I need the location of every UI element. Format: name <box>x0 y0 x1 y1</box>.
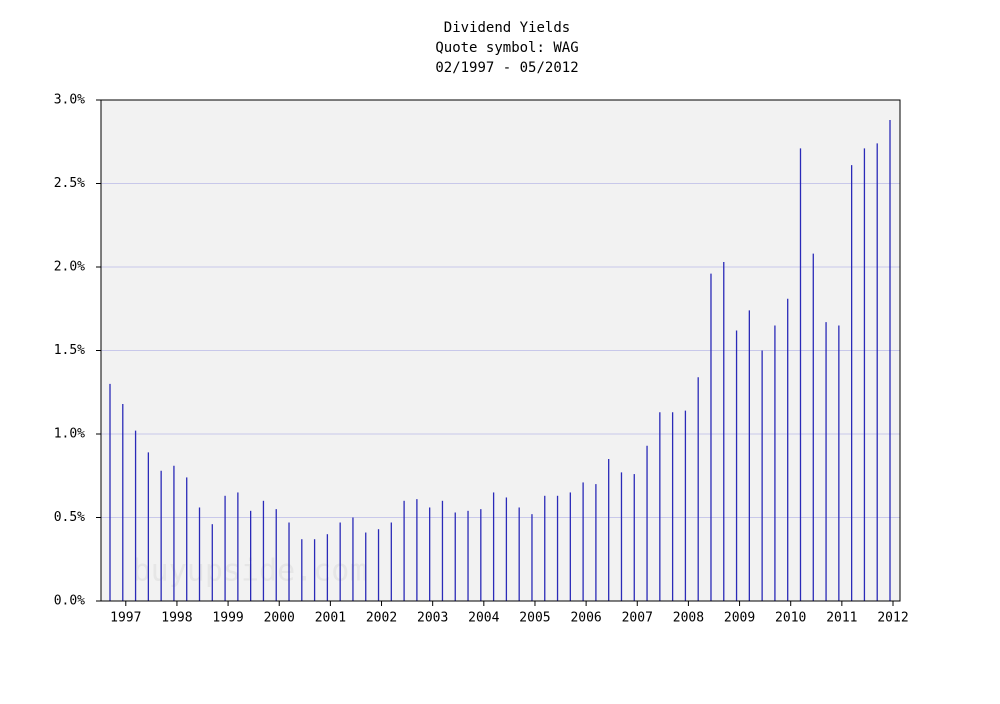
y-tick-label: 1.5% <box>54 343 85 358</box>
x-tick-label: 2003 <box>417 611 448 626</box>
y-tick-label: 0.5% <box>54 510 85 525</box>
chart-title: Dividend Yields <box>444 20 570 36</box>
x-tick-label: 2007 <box>622 611 653 626</box>
y-tick-label: 3.0% <box>54 93 85 108</box>
y-tick-label: 1.0% <box>54 427 85 442</box>
x-tick-label: 2009 <box>724 611 755 626</box>
x-tick-label: 2005 <box>519 611 550 626</box>
x-tick-label: 2006 <box>570 611 601 626</box>
y-tick-label: 0.0% <box>54 594 85 609</box>
x-tick-label: 2000 <box>264 611 295 626</box>
x-tick-label: 2008 <box>673 611 704 626</box>
watermark: buyupside.com <box>133 554 368 589</box>
x-tick-label: 2012 <box>877 611 908 626</box>
y-tick-label: 2.5% <box>54 176 85 191</box>
x-tick-label: 1997 <box>110 611 141 626</box>
x-tick-label: 1999 <box>212 611 243 626</box>
bars <box>109 120 891 601</box>
x-tick-label: 2010 <box>775 611 806 626</box>
x-tick-label: 2011 <box>826 611 857 626</box>
y-tick-label: 2.0% <box>54 260 85 275</box>
chart-subtitle: Quote symbol: WAG <box>435 40 578 56</box>
x-tick-label: 2002 <box>366 611 397 626</box>
date-range: 02/1997 - 05/2012 <box>435 60 578 76</box>
x-tick-label: 2001 <box>315 611 346 626</box>
x-tick-label: 2004 <box>468 611 499 626</box>
x-tick-label: 1998 <box>161 611 192 626</box>
